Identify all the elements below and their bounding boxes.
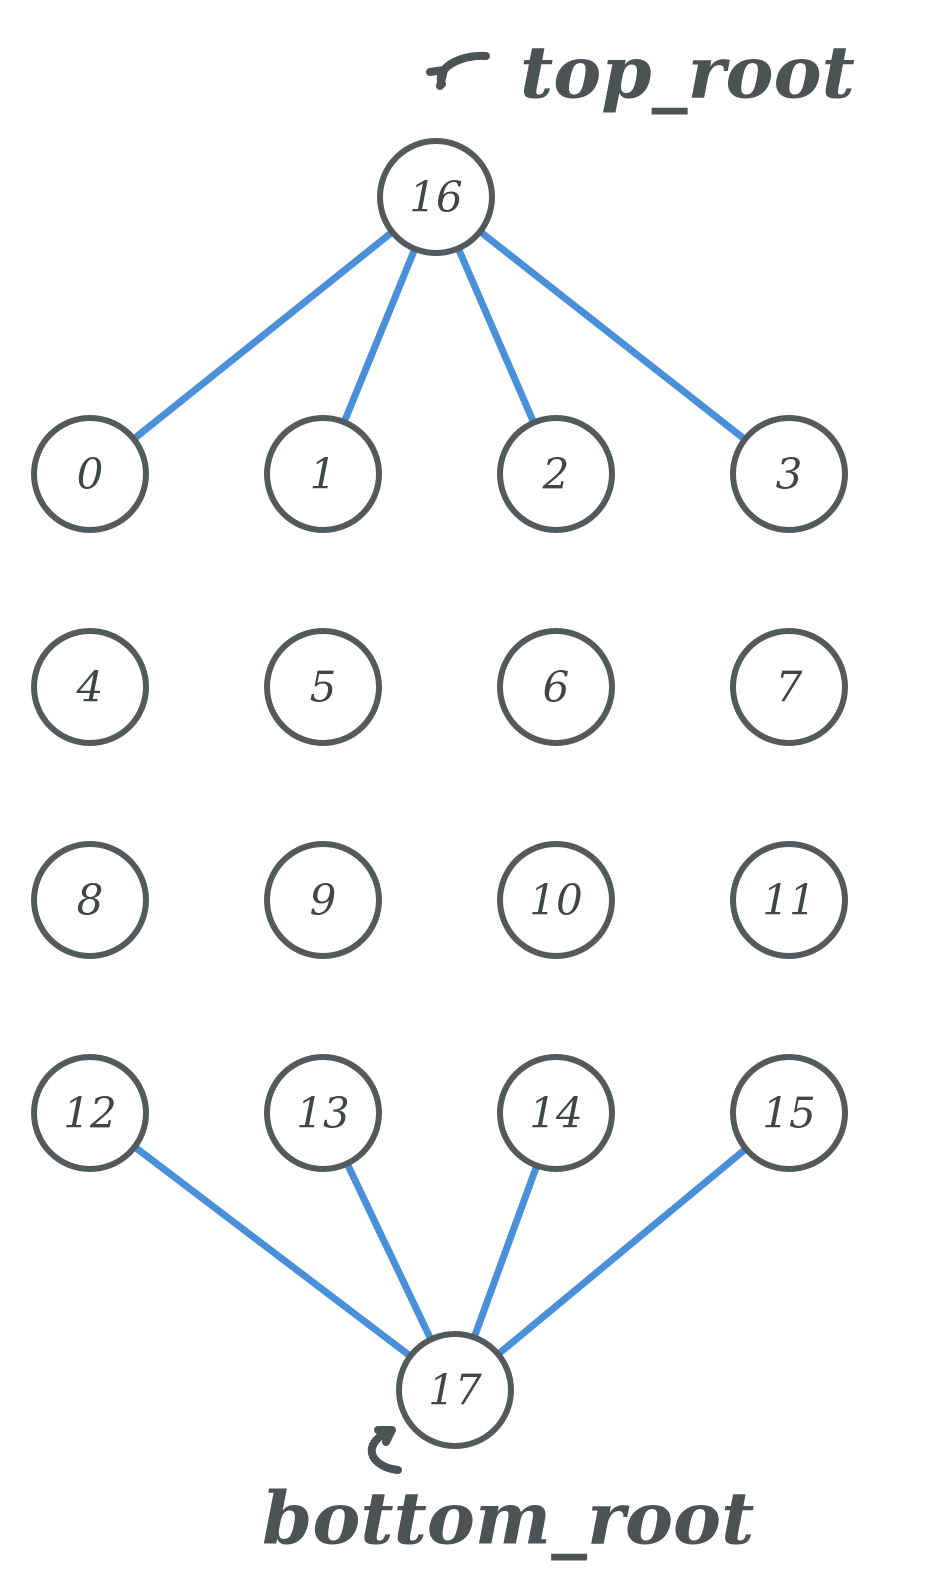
node-circle xyxy=(730,841,848,959)
edge-16-2 xyxy=(455,248,537,423)
node-14: 14 xyxy=(497,1054,615,1172)
node-circle xyxy=(264,628,382,746)
node-label: 1 xyxy=(310,450,337,499)
node-circle xyxy=(497,415,615,533)
node-12: 12 xyxy=(31,1054,149,1172)
edge-13-17 xyxy=(344,1163,434,1340)
node-circle xyxy=(31,628,149,746)
node-label: 9 xyxy=(310,876,337,925)
edge-16-3 xyxy=(479,230,746,441)
node-circle xyxy=(730,1054,848,1172)
node-label: 17 xyxy=(428,1366,482,1415)
edge-16-1 xyxy=(341,249,418,422)
node-11: 11 xyxy=(730,841,848,959)
node-circle xyxy=(264,1054,382,1172)
node-label: 15 xyxy=(762,1089,815,1138)
node-17: 17 xyxy=(396,1331,514,1449)
node-7: 7 xyxy=(730,628,848,746)
top-root-arrow-icon xyxy=(426,51,490,90)
node-circle xyxy=(396,1331,514,1449)
node-label: 14 xyxy=(529,1089,582,1138)
node-circle xyxy=(31,1054,149,1172)
node-10: 10 xyxy=(497,841,615,959)
node-label: 11 xyxy=(762,876,815,925)
node-6: 6 xyxy=(497,628,615,746)
edge-16-0 xyxy=(133,230,393,441)
node-circle xyxy=(497,628,615,746)
node-label: 8 xyxy=(77,876,104,925)
node-circle xyxy=(31,415,149,533)
node-0: 0 xyxy=(31,415,149,533)
bottom-root-arrow-icon xyxy=(367,1426,402,1474)
node-label: 16 xyxy=(409,173,462,222)
edge-15-17 xyxy=(497,1147,747,1356)
node-label: 6 xyxy=(543,663,570,712)
node-15: 15 xyxy=(730,1054,848,1172)
node-circle xyxy=(264,841,382,959)
node-13: 13 xyxy=(264,1054,382,1172)
node-circle xyxy=(497,841,615,959)
edge-14-17 xyxy=(471,1166,540,1337)
bottom-root-label: bottom_root xyxy=(262,1476,754,1561)
node-16: 16 xyxy=(377,138,495,256)
node-label: 10 xyxy=(529,876,582,925)
edge-12-17 xyxy=(134,1145,411,1358)
node-label: 2 xyxy=(542,450,570,499)
node-label: 13 xyxy=(296,1089,349,1138)
node-circle xyxy=(730,628,848,746)
node-circle xyxy=(31,841,149,959)
node-label: 4 xyxy=(76,663,104,712)
node-8: 8 xyxy=(31,841,149,959)
node-circle xyxy=(377,138,495,256)
node-5: 5 xyxy=(264,628,382,746)
node-label: 3 xyxy=(776,450,803,499)
edges-layer xyxy=(133,230,747,1358)
node-label: 12 xyxy=(63,1089,116,1138)
top-root-label: top_root xyxy=(520,30,855,115)
node-2: 2 xyxy=(497,415,615,533)
node-circle xyxy=(730,415,848,533)
node-circle xyxy=(264,415,382,533)
node-circle xyxy=(497,1054,615,1172)
node-label: 7 xyxy=(776,663,803,712)
node-label: 5 xyxy=(310,663,337,712)
node-9: 9 xyxy=(264,841,382,959)
bottom-root-annotation: bottom_root xyxy=(262,1426,754,1561)
node-1: 1 xyxy=(264,415,382,533)
top-root-annotation: top_root xyxy=(426,30,855,115)
node-4: 4 xyxy=(31,628,149,746)
node-3: 3 xyxy=(730,415,848,533)
node-label: 0 xyxy=(77,450,104,499)
